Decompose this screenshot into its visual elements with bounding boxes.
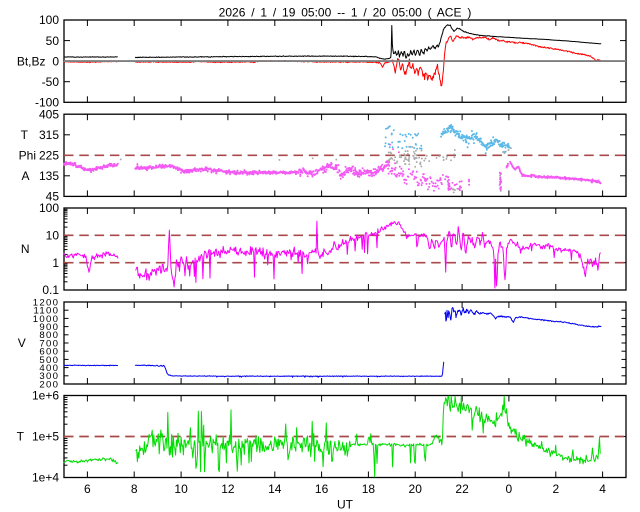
svg-text:1e+5: 1e+5 — [32, 430, 59, 444]
svg-text:500: 500 — [39, 355, 59, 366]
svg-text:100: 100 — [39, 201, 59, 215]
svg-text:900: 900 — [39, 322, 59, 333]
svg-text:135: 135 — [39, 169, 59, 183]
svg-text:12: 12 — [221, 482, 235, 496]
svg-text:50: 50 — [46, 34, 60, 48]
svg-text:20: 20 — [409, 482, 423, 496]
svg-text:Bt,Bz: Bt,Bz — [17, 54, 46, 68]
svg-text:14: 14 — [268, 482, 282, 496]
svg-text:6: 6 — [84, 482, 91, 496]
svg-text:Phi: Phi — [19, 149, 36, 163]
svg-text:300: 300 — [39, 371, 59, 382]
svg-text:1200: 1200 — [33, 297, 60, 308]
svg-text:0: 0 — [506, 482, 513, 496]
svg-text:N: N — [21, 242, 30, 256]
svg-text:4: 4 — [599, 482, 606, 496]
svg-text:0: 0 — [52, 54, 59, 68]
svg-text:100: 100 — [39, 13, 59, 27]
svg-text:400: 400 — [39, 363, 59, 374]
svg-text:T: T — [21, 128, 29, 142]
svg-text:200: 200 — [39, 379, 59, 390]
svg-text:18: 18 — [362, 482, 376, 496]
svg-text:0.1: 0.1 — [42, 283, 59, 297]
svg-text:16: 16 — [315, 482, 329, 496]
svg-text:800: 800 — [39, 330, 59, 341]
svg-text:2: 2 — [552, 482, 559, 496]
svg-text:1: 1 — [52, 256, 59, 270]
svg-text:10: 10 — [46, 229, 60, 243]
svg-text:-50: -50 — [42, 75, 60, 89]
svg-text:315: 315 — [39, 128, 59, 142]
svg-text:600: 600 — [39, 347, 59, 358]
svg-text:1100: 1100 — [33, 306, 59, 317]
svg-text:405: 405 — [39, 107, 59, 121]
svg-text:-100: -100 — [35, 96, 59, 110]
svg-text:225: 225 — [39, 149, 59, 163]
svg-text:8: 8 — [131, 482, 138, 496]
svg-text:45: 45 — [46, 190, 60, 204]
svg-text:1e+6: 1e+6 — [32, 389, 59, 403]
svg-text:700: 700 — [39, 338, 59, 349]
svg-text:T: T — [17, 430, 25, 444]
svg-text:1000: 1000 — [33, 314, 60, 325]
svg-text:1e+4: 1e+4 — [32, 471, 59, 485]
svg-text:UT: UT — [337, 497, 354, 511]
svg-text:10: 10 — [174, 482, 188, 496]
svg-text:A: A — [21, 169, 29, 183]
svg-text:V: V — [18, 336, 26, 350]
svg-text:22: 22 — [455, 482, 469, 496]
svg-text:2026 / 1 / 19 05:00 -- 1 /: 2026 / 1 / 19 05:00 -- 1 / 20 05:00 ( AC… — [219, 6, 472, 20]
